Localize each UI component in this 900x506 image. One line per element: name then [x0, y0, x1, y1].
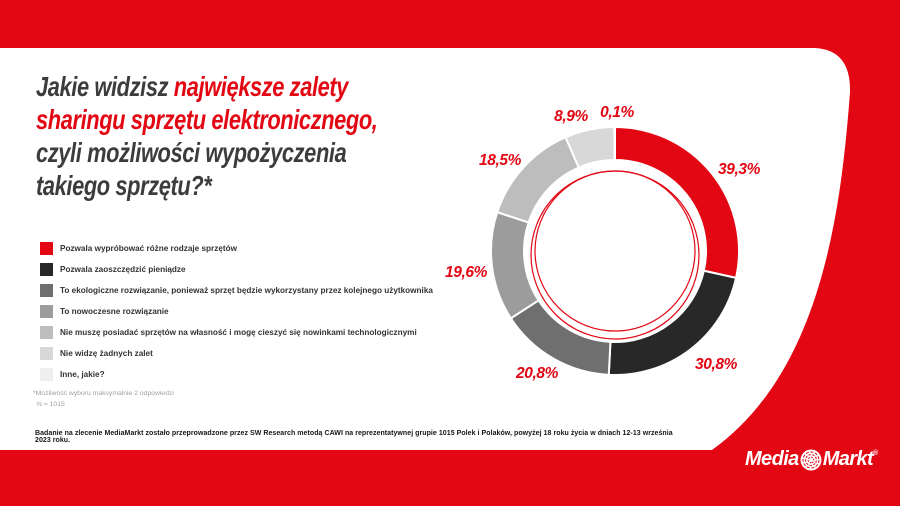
donut-accent-circle: [534, 170, 696, 332]
donut-accent-circle: [530, 170, 700, 340]
donut-slice: [495, 135, 581, 224]
title-segment: sharingu sprzętu elektronicznego,: [36, 104, 378, 135]
legend-item-label: Nie widzę żadnych zalet: [60, 349, 153, 358]
title-segment: takiego sprzętu?*: [36, 170, 212, 201]
legend-item-label: Pozwala wypróbować różne rodzaje sprzętó…: [60, 244, 237, 253]
logo-markt-text: Markt: [822, 448, 874, 470]
percent-label: 19,6%: [445, 264, 487, 281]
title-line: Jakie widzisz największe zalety: [36, 70, 520, 103]
legend-swatch: [40, 347, 53, 360]
percent-label: 20,8%: [516, 365, 558, 382]
title-line: takiego sprzętu?*: [36, 169, 520, 202]
donut-slice: [613, 125, 616, 162]
legend-swatch: [40, 305, 53, 318]
legend-swatch: [40, 326, 53, 339]
legend-item-label: Pozwala zaoszczędzić pieniądze: [60, 265, 186, 274]
title-line: sharingu sprzętu elektronicznego,: [36, 103, 520, 136]
logo-registered-mark: ®: [873, 450, 878, 457]
disclaimer-text: Badanie na zlecenie MediaMarkt zostało p…: [35, 430, 673, 444]
legend-swatch: [40, 242, 53, 255]
footnote-line-2: N = 1015: [37, 401, 65, 408]
percent-label: 8,9%: [554, 108, 588, 125]
donut-slice: [509, 299, 612, 376]
title-segment: czyli możliwości wypożyczenia: [36, 137, 347, 168]
title-line: czyli możliwości wypożyczenia: [36, 136, 520, 169]
logo-swirl-icon: [800, 449, 822, 470]
legend-item-label: To ekologiczne rozwiązanie, ponieważ spr…: [60, 286, 433, 295]
mediamarkt-logo: Media Markt ®: [745, 448, 878, 471]
legend-swatch: [40, 263, 53, 276]
title-segment: największe zalety: [173, 71, 349, 102]
footnote: *Możliwość wyboru maksymalnie 2 odpowied…: [33, 388, 174, 410]
donut-slice: [614, 125, 740, 280]
legend-item-label: Nie muszę posiadać sprzętów na własność …: [60, 328, 417, 337]
logo-media-text: Media: [745, 448, 799, 470]
legend-swatch: [40, 284, 53, 297]
legend-swatch: [40, 368, 53, 381]
legend-item-label: To nowoczesne rozwiązanie: [60, 307, 169, 316]
percent-label: 30,8%: [695, 356, 737, 373]
percent-label: 18,5%: [479, 152, 521, 169]
page-title: Jakie widzisz największe zalety sharingu …: [36, 70, 520, 202]
legend-item-label: Inne, jakie?: [60, 370, 105, 379]
percent-label: 39,3%: [718, 161, 760, 178]
title-segment: Jakie widzisz: [36, 71, 174, 102]
percent-label: 0,1%: [600, 104, 634, 121]
footnote-line-1: *Możliwość wyboru maksymalnie 2 odpowied…: [33, 390, 174, 397]
